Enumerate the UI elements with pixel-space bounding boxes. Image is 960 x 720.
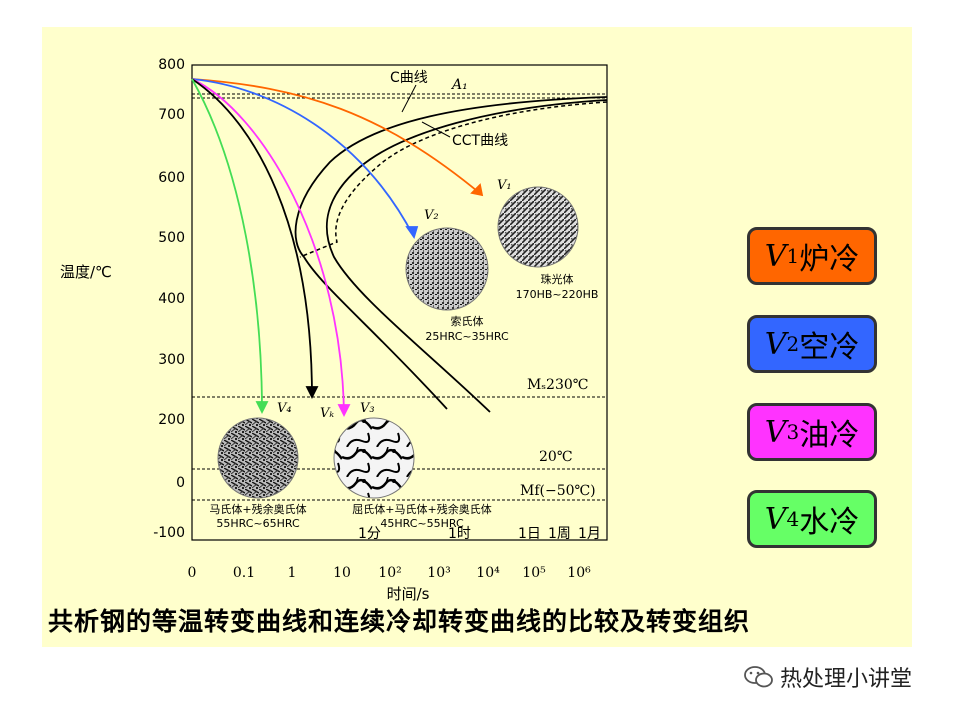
- y-tick: 800: [158, 57, 185, 73]
- legend-v4-water-cooling: V 4 水冷: [747, 490, 877, 548]
- cooling-curve-v2: [191, 78, 415, 238]
- legend-symbol: V: [764, 326, 787, 362]
- cooling-curves: [191, 78, 484, 418]
- watermark: 热处理小讲堂: [744, 662, 912, 692]
- legend-v3-oil-cooling: V 3 油冷: [747, 403, 877, 461]
- x-tick: 10⁴: [476, 565, 500, 581]
- troostite-name: 屈氏体+马氏体+残余奥氏体: [352, 502, 491, 516]
- y-tick: 500: [158, 230, 185, 246]
- cct-curve: [299, 101, 608, 258]
- troostite-micrograph: [333, 417, 415, 499]
- a1-label: A₁: [450, 77, 468, 93]
- x-tick: 10⁶: [567, 565, 591, 581]
- pearlite-name: 珠光体: [541, 272, 574, 286]
- martensite-micrograph: [217, 417, 299, 499]
- figure-panel: 800 700 600 500 400 300 200 0 -100 温度/℃ …: [42, 27, 912, 647]
- time-mark: 1周: [548, 526, 571, 542]
- x-tick: 0: [188, 565, 197, 581]
- y-tick: 600: [158, 170, 185, 186]
- time-mark: 1时: [448, 526, 471, 542]
- x-axis-label: 时间/s: [387, 585, 430, 603]
- y-tick: 200: [158, 412, 185, 428]
- cooling-label-v2: V₂: [424, 208, 439, 223]
- cct-curve-label: CCT曲线: [452, 133, 508, 149]
- sorbite-hardness: 25HRC~35HRC: [425, 330, 509, 343]
- arrow-v1: [470, 183, 484, 197]
- legend-subscript: 4: [786, 507, 800, 531]
- cooling-curve-v3: [191, 78, 345, 416]
- micrograph-captions: 珠光体 170HB~220HB 索氏体 25HRC~35HRC 马氏体+残余奥氏…: [209, 272, 598, 530]
- pearlite-hardness: 170HB~220HB: [516, 288, 599, 301]
- martensite-name: 马氏体+残余奥氏体: [209, 502, 306, 516]
- legend-symbol: V: [764, 238, 787, 274]
- plot-frame: [191, 64, 608, 541]
- c-curve-label: C曲线: [390, 70, 428, 86]
- arrow-v4: [255, 401, 269, 415]
- x-tick: 1: [288, 565, 297, 581]
- cooling-label-vk: Vₖ: [320, 406, 334, 421]
- cooling-curve-labels: V₁ V₂ V₃ Vₖ V₄: [277, 178, 512, 421]
- y-tick: 400: [158, 291, 185, 307]
- ms-label: Mₛ230℃: [527, 377, 588, 393]
- sorbite-micrograph: [405, 227, 489, 311]
- legend-subscript: 3: [786, 420, 800, 444]
- cooling-label-v1: V₁: [497, 178, 512, 193]
- y-tick: 300: [158, 352, 185, 368]
- legend-text: 油冷: [799, 418, 860, 453]
- arrow-v3: [337, 404, 351, 418]
- wechat-icon: [744, 666, 773, 688]
- legend-v1-furnace-cooling: V 1 炉冷: [747, 227, 877, 285]
- sorbite-name: 索氏体: [451, 314, 484, 328]
- x-tick: 10²: [378, 565, 401, 581]
- y-tick: 700: [158, 107, 185, 123]
- x-tick: 10³: [427, 565, 450, 581]
- x-tick: 0.1: [233, 565, 255, 581]
- transformation-diagram: 800 700 600 500 400 300 200 0 -100 温度/℃ …: [60, 57, 608, 603]
- time-mark: 1月: [578, 526, 601, 542]
- y-tick: 0: [176, 475, 185, 491]
- time-marks: 1分 1时 1日 1周 1月: [358, 526, 601, 542]
- cooling-curve-v1: [191, 78, 483, 196]
- cooling-label-v4: V₄: [277, 401, 292, 416]
- legend-text: 炉冷: [799, 242, 860, 277]
- x-tick: 10: [333, 565, 351, 581]
- room-temp-label: 20℃: [539, 449, 572, 465]
- legend-symbol: V: [764, 414, 787, 450]
- cooling-label-v3: V₃: [360, 401, 375, 416]
- legend-subscript: 1: [786, 244, 800, 268]
- y-tick: -100: [153, 525, 185, 541]
- x-axis-ticks: 0 0.1 1 10 10² 10³ 10⁴ 10⁵ 10⁶: [188, 565, 592, 581]
- cct-curve-pointer: [421, 121, 451, 138]
- time-mark: 1日: [518, 526, 541, 542]
- figure-caption: 共析钢的等温转变曲线和连续冷却转变曲线的比较及转变组织: [48, 607, 751, 636]
- cooling-curve-vk: [191, 78, 313, 398]
- c-curve-start: [294, 96, 608, 410]
- c-curve-pointer: [401, 84, 417, 113]
- legend-subscript: 2: [786, 332, 800, 356]
- arrow-vk: [305, 386, 319, 400]
- x-tick: 10⁵: [522, 565, 546, 581]
- troostite-hardness: 45HRC~55HRC: [380, 517, 464, 530]
- legend-text: 水冷: [799, 505, 860, 540]
- legend-text: 空冷: [799, 330, 860, 365]
- mf-label: Mf(−50℃): [520, 483, 596, 499]
- time-mark: 1分: [358, 526, 381, 542]
- legend-symbol: V: [764, 501, 787, 537]
- y-axis-label: 温度/℃: [60, 263, 112, 281]
- arrow-v2: [405, 226, 419, 240]
- martensite-hardness: 55HRC~65HRC: [216, 517, 300, 530]
- y-axis-ticks: 800 700 600 500 400 300 200 0 -100: [153, 57, 185, 541]
- legend-v2-air-cooling: V 2 空冷: [747, 315, 877, 373]
- cooling-curve-v4: [191, 78, 263, 413]
- watermark-text: 热处理小讲堂: [780, 667, 913, 692]
- reference-labels: A₁ Mₛ230℃ 20℃ Mf(−50℃): [450, 77, 596, 499]
- c-curve-finish: [325, 99, 608, 413]
- pearlite-micrograph: [497, 186, 579, 268]
